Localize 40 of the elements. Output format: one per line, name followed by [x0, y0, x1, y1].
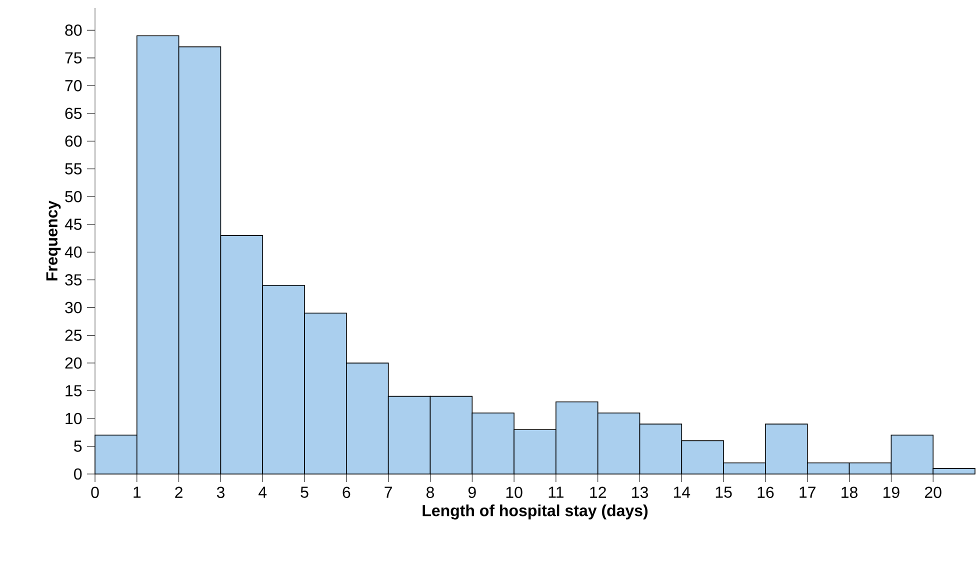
x-tick-label: 6	[342, 486, 350, 498]
y-tick-label: 75	[65, 52, 82, 64]
x-tick-label: 15	[716, 486, 732, 498]
x-tick-label: 3	[216, 486, 224, 498]
y-tick-label: 70	[65, 80, 82, 92]
x-tick-label: 19	[884, 486, 900, 498]
x-tick-label: 12	[590, 486, 606, 498]
y-tick-label: 5	[74, 440, 82, 452]
y-tick-label: 80	[65, 24, 82, 36]
x-tick-label: 7	[384, 486, 392, 498]
x-tick-label: 16	[758, 486, 774, 498]
x-tick-label: 18	[842, 486, 858, 498]
x-tick-label: 4	[258, 486, 267, 498]
y-tick-label: 10	[66, 412, 82, 424]
x-tick-label: 8	[426, 486, 434, 498]
x-axis-title: Length of hospital stay (days)	[422, 504, 648, 520]
x-tick-label: 11	[548, 486, 564, 498]
y-tick-label: 20	[65, 357, 82, 369]
x-tick-label: 1	[134, 486, 141, 498]
y-tick-label: 25	[65, 330, 82, 341]
y-tick-label: 60	[65, 135, 82, 147]
y-tick-label: 0	[74, 468, 82, 480]
y-tick-label: 50	[65, 190, 82, 202]
x-tick-label: 17	[800, 486, 816, 498]
x-tick-label: 13	[632, 486, 648, 498]
x-tick-label: 0	[91, 486, 99, 498]
x-tick-label: 5	[300, 486, 308, 498]
x-tick-label: 2	[175, 486, 182, 498]
x-tick-label: 10	[506, 486, 522, 498]
y-tick-label: 65	[65, 108, 82, 120]
y-tick-label: 40	[64, 246, 82, 258]
y-tick-label: 45	[64, 218, 82, 230]
y-axis-title: Frequency	[46, 200, 61, 280]
x-tick-label: 14	[674, 486, 690, 498]
y-tick-label: 35	[65, 274, 82, 286]
y-tick-label: 15	[66, 385, 82, 396]
y-tick-label: 30	[65, 302, 82, 314]
x-tick-label: 9	[468, 486, 476, 498]
x-tick-label: 20	[924, 486, 942, 498]
y-tick-label: 55	[65, 163, 82, 174]
